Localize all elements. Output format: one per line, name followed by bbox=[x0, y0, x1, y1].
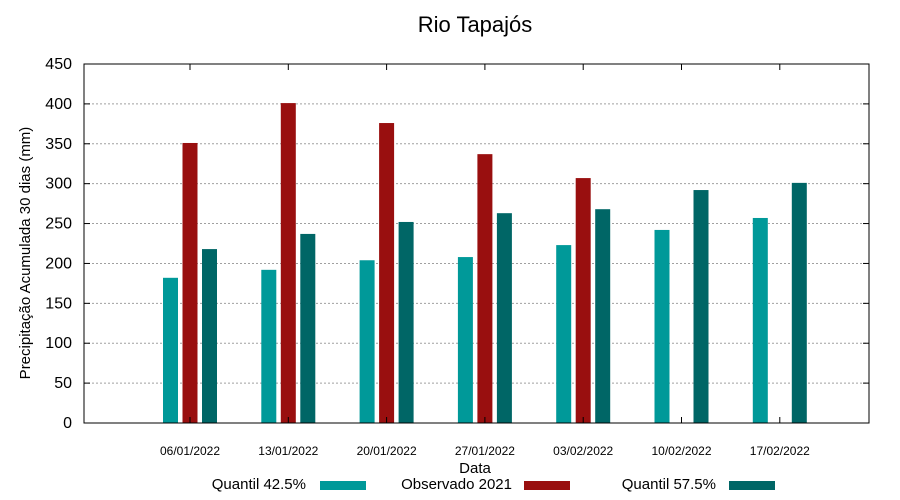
x-axis-ticks: 06/01/2022 13/01/2022 20/01/2022 27/01/2022… bbox=[160, 64, 810, 458]
legend-label: Observado 2021 bbox=[401, 476, 512, 493]
bar-quantil-42-5-7 bbox=[752, 217, 768, 423]
bar-quantil-57-5-2 bbox=[300, 233, 316, 423]
x-axis-label: Data bbox=[459, 460, 491, 477]
x-tick-label: 03/02/2022 bbox=[553, 444, 613, 458]
legend-label: Quantil 42.5% bbox=[212, 476, 306, 493]
y-tick-label: 100 bbox=[45, 335, 72, 352]
x-tick-label: 13/01/2022 bbox=[258, 444, 318, 458]
y-axis-ticks: 0 50 100 150 200 250 300 350 400 450 bbox=[45, 56, 869, 432]
y-axis-label: Precipitação Acumulada 30 dias (mm) bbox=[17, 127, 34, 380]
legend-label: Quantil 57.5% bbox=[622, 476, 716, 493]
bar-observado-2021-1 bbox=[182, 142, 198, 424]
bar-quantil-57-5-1 bbox=[202, 249, 217, 423]
bar-observado-2021-2 bbox=[280, 103, 296, 423]
bar-quantil-57-5-4 bbox=[496, 213, 512, 423]
legend-swatch bbox=[320, 481, 366, 490]
bar-quantil-42-5-6 bbox=[654, 229, 670, 423]
y-tick-label: 250 bbox=[45, 216, 72, 233]
bar-observado-2021-3 bbox=[379, 123, 395, 423]
y-tick-label: 0 bbox=[63, 415, 72, 432]
bar-quantil-57-5-6 bbox=[693, 190, 709, 423]
bar-quantil-57-5-3 bbox=[398, 221, 414, 423]
plot-frame bbox=[83, 63, 870, 424]
x-tick-label: 17/02/2022 bbox=[750, 444, 810, 458]
x-tick-label: 10/02/2022 bbox=[651, 444, 711, 458]
legend-swatch bbox=[524, 481, 570, 490]
bars bbox=[163, 103, 807, 424]
bar-quantil-42-5-1 bbox=[163, 277, 178, 423]
x-tick-label: 06/01/2022 bbox=[160, 444, 220, 458]
legend-swatch bbox=[729, 481, 775, 490]
y-tick-label: 50 bbox=[54, 375, 72, 392]
y-tick-label: 400 bbox=[45, 96, 72, 113]
legend: Quantil 42.5% Observado 2021 Quantil 57.5% bbox=[212, 476, 775, 493]
bar-quantil-42-5-5 bbox=[556, 245, 572, 423]
y-tick-label: 150 bbox=[45, 295, 72, 312]
y-tick-label: 450 bbox=[45, 56, 72, 73]
bar-quantil-57-5-7 bbox=[791, 182, 807, 423]
x-tick-label: 27/01/2022 bbox=[455, 444, 515, 458]
bar-observado-2021-5 bbox=[575, 178, 591, 423]
bar-quantil-42-5-3 bbox=[359, 260, 375, 423]
bar-observado-2021-4 bbox=[477, 154, 493, 423]
bar-quantil-42-5-2 bbox=[261, 269, 277, 423]
x-tick-label: 20/01/2022 bbox=[357, 444, 417, 458]
gridlines bbox=[84, 103, 869, 384]
y-tick-label: 200 bbox=[45, 255, 72, 272]
y-tick-label: 300 bbox=[45, 176, 72, 193]
y-tick-label: 350 bbox=[45, 136, 72, 153]
chart-title: Rio Tapajós bbox=[418, 12, 533, 37]
bar-quantil-57-5-5 bbox=[595, 209, 611, 423]
bar-quantil-42-5-4 bbox=[457, 257, 473, 423]
